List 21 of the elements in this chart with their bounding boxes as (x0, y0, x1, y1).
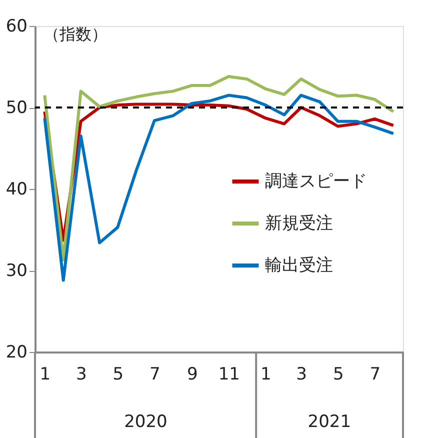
y-tick-label: 50 (6, 98, 28, 118)
legend-label: 調達スピード (265, 172, 367, 192)
y-axis-title: （指数） (44, 24, 108, 44)
legend-label: 新規受注 (265, 214, 333, 234)
text: 2020 (124, 412, 168, 432)
text: 2021 (308, 412, 352, 432)
y-tick-label: 30 (6, 261, 28, 281)
x-tick-label: 11 (218, 364, 240, 384)
x-tick-label: 7 (370, 364, 381, 384)
y-tick-label: 20 (6, 342, 28, 362)
y-tick-label: 60 (6, 16, 28, 36)
x-tick-label: 3 (76, 364, 87, 384)
x-tick-label: 9 (186, 364, 198, 384)
x-tick-label: 7 (150, 364, 160, 384)
y-tick-label: 40 (6, 180, 28, 200)
x-tick-label: 5 (112, 364, 124, 384)
x-tick-label: 1 (260, 364, 272, 384)
legend-label: 輸出受注 (265, 256, 333, 276)
x-tick-label: 3 (296, 364, 307, 384)
x-tick-label: 1 (40, 364, 51, 384)
x-tick-label: 5 (332, 364, 344, 384)
